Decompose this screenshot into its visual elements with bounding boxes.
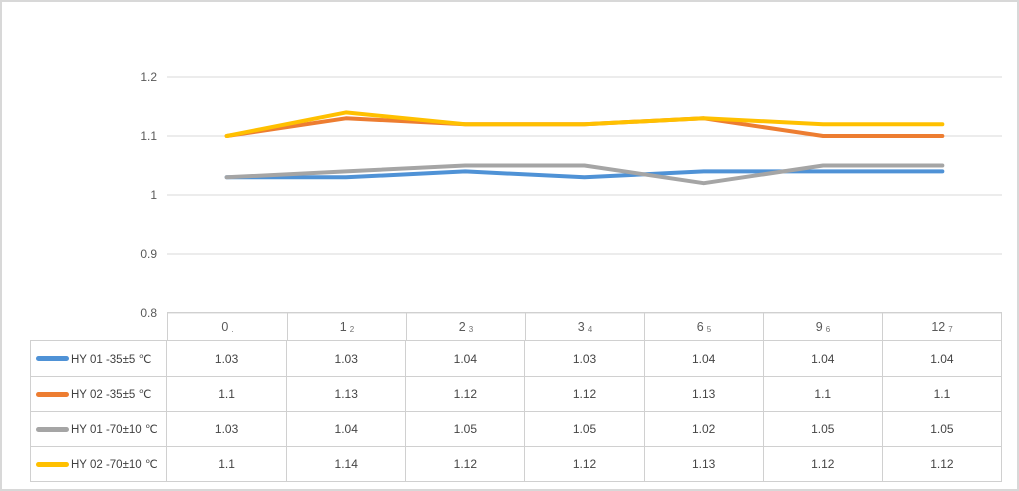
table-value-cell: 1.1 <box>881 376 1001 411</box>
table-value-cell: 1.02 <box>643 411 763 446</box>
table-value-cell: 1.13 <box>286 376 406 411</box>
legend-line-swatch-icon <box>36 461 69 467</box>
table-value-cell: 1.12 <box>762 446 882 481</box>
table-value-cell: 1.05 <box>524 411 644 446</box>
chart-data-table-values: 1.03 1.03 1.04 1.03 1.04 1.04 1.04 1.1 1.13 1.12 1… <box>167 340 1002 482</box>
table-value-cell: 1.1 <box>167 376 287 411</box>
legend-series-label: HY 02 -70±10 ℃ <box>71 459 158 471</box>
x-category-sub-label: 4 <box>587 325 593 334</box>
legend-series-label: HY 01 -70±10 ℃ <box>71 424 158 436</box>
x-category-sub-label: 5 <box>706 325 712 334</box>
table-value-cell: 1.05 <box>762 411 882 446</box>
y-axis-tick-label: 0.8 <box>140 306 157 320</box>
x-category-sub-label: 6 <box>825 325 831 334</box>
table-value-cell: 1.04 <box>405 341 524 376</box>
table-value-cell: 1.1 <box>762 376 882 411</box>
x-category-label: 3 <box>577 319 585 334</box>
x-category-label: 12 <box>931 319 946 334</box>
table-value-cell: 1.1 <box>167 446 287 481</box>
legend-item: HY 02 -70±10 ℃ <box>31 446 166 481</box>
table-value-cell: 1.03 <box>214 351 239 366</box>
table-value-cell: 1.03 <box>286 341 405 376</box>
legend-series-label: HY 02 -35±5 ℃ <box>71 389 152 401</box>
y-axis-tick-label: 1.1 <box>140 129 157 143</box>
table-value-cell: 1.05 <box>881 411 1001 446</box>
series-line-2 <box>224 163 945 186</box>
x-category-cell: 12 7 <box>882 313 1001 340</box>
x-category-label: 1 <box>339 319 347 334</box>
y-axis-tick-label: 1.2 <box>140 70 157 84</box>
x-category-label: 6 <box>696 319 704 334</box>
legend-item: HY 02 -35±5 ℃ <box>31 376 166 411</box>
y-axis-tick-label: 1 <box>150 188 157 202</box>
table-value-cell: 1.12 <box>405 376 525 411</box>
x-category-sub-label: . <box>231 325 234 334</box>
y-axis-tick-label: 0.9 <box>140 247 157 261</box>
legend-item: HY 01 -70±10 ℃ <box>31 411 166 446</box>
x-category-sub-label: 2 <box>349 325 355 334</box>
table-value-cell: 1.04 <box>286 411 406 446</box>
table-value-cell: 1.04 <box>881 341 1001 376</box>
table-value-cell: 1.13 <box>643 376 763 411</box>
chart-legend-column: HY 01 -35±5 ℃ HY 02 -35±5 ℃ HY 01 -70±10 ℃… <box>30 340 167 482</box>
table-value-cell: 1.12 <box>881 446 1001 481</box>
x-category-label: 0 <box>221 319 229 334</box>
x-axis-category-header-row: 0. 1 2 2 3 3 4 6 5 9 6 12 7 <box>167 312 1002 340</box>
legend-line-swatch-icon <box>36 426 69 432</box>
legend-series-label: HY 01 -35±5 ℃ <box>71 353 152 366</box>
table-value-cell: 1.12 <box>524 376 644 411</box>
legend-item: HY 01 -35±5 ℃ <box>31 341 166 376</box>
table-value-cell: 1.05 <box>405 411 525 446</box>
x-category-sub-label: 3 <box>468 325 474 334</box>
x-category-sub-label: 7 <box>948 325 953 334</box>
x-category-cell: 0. <box>168 313 287 340</box>
table-value-cell: 1.03 <box>524 341 643 376</box>
table-value-cell: 1.12 <box>524 446 644 481</box>
series-line-0 <box>224 169 945 180</box>
x-category-label: 9 <box>815 319 823 334</box>
legend-line-swatch-icon <box>36 356 69 361</box>
series-line-3 <box>224 110 945 138</box>
table-value-cell: 1.12 <box>405 446 525 481</box>
table-value-cell: 1.13 <box>643 446 763 481</box>
table-value-cell: 1.04 <box>643 341 763 376</box>
legend-line-swatch-icon <box>36 391 69 397</box>
table-value-cell: 1.03 <box>167 411 287 446</box>
series-line-1 <box>224 116 945 138</box>
table-value-cell: 1.04 <box>762 341 882 376</box>
table-value-cell: 1.14 <box>286 446 406 481</box>
x-category-label: 2 <box>458 319 466 334</box>
